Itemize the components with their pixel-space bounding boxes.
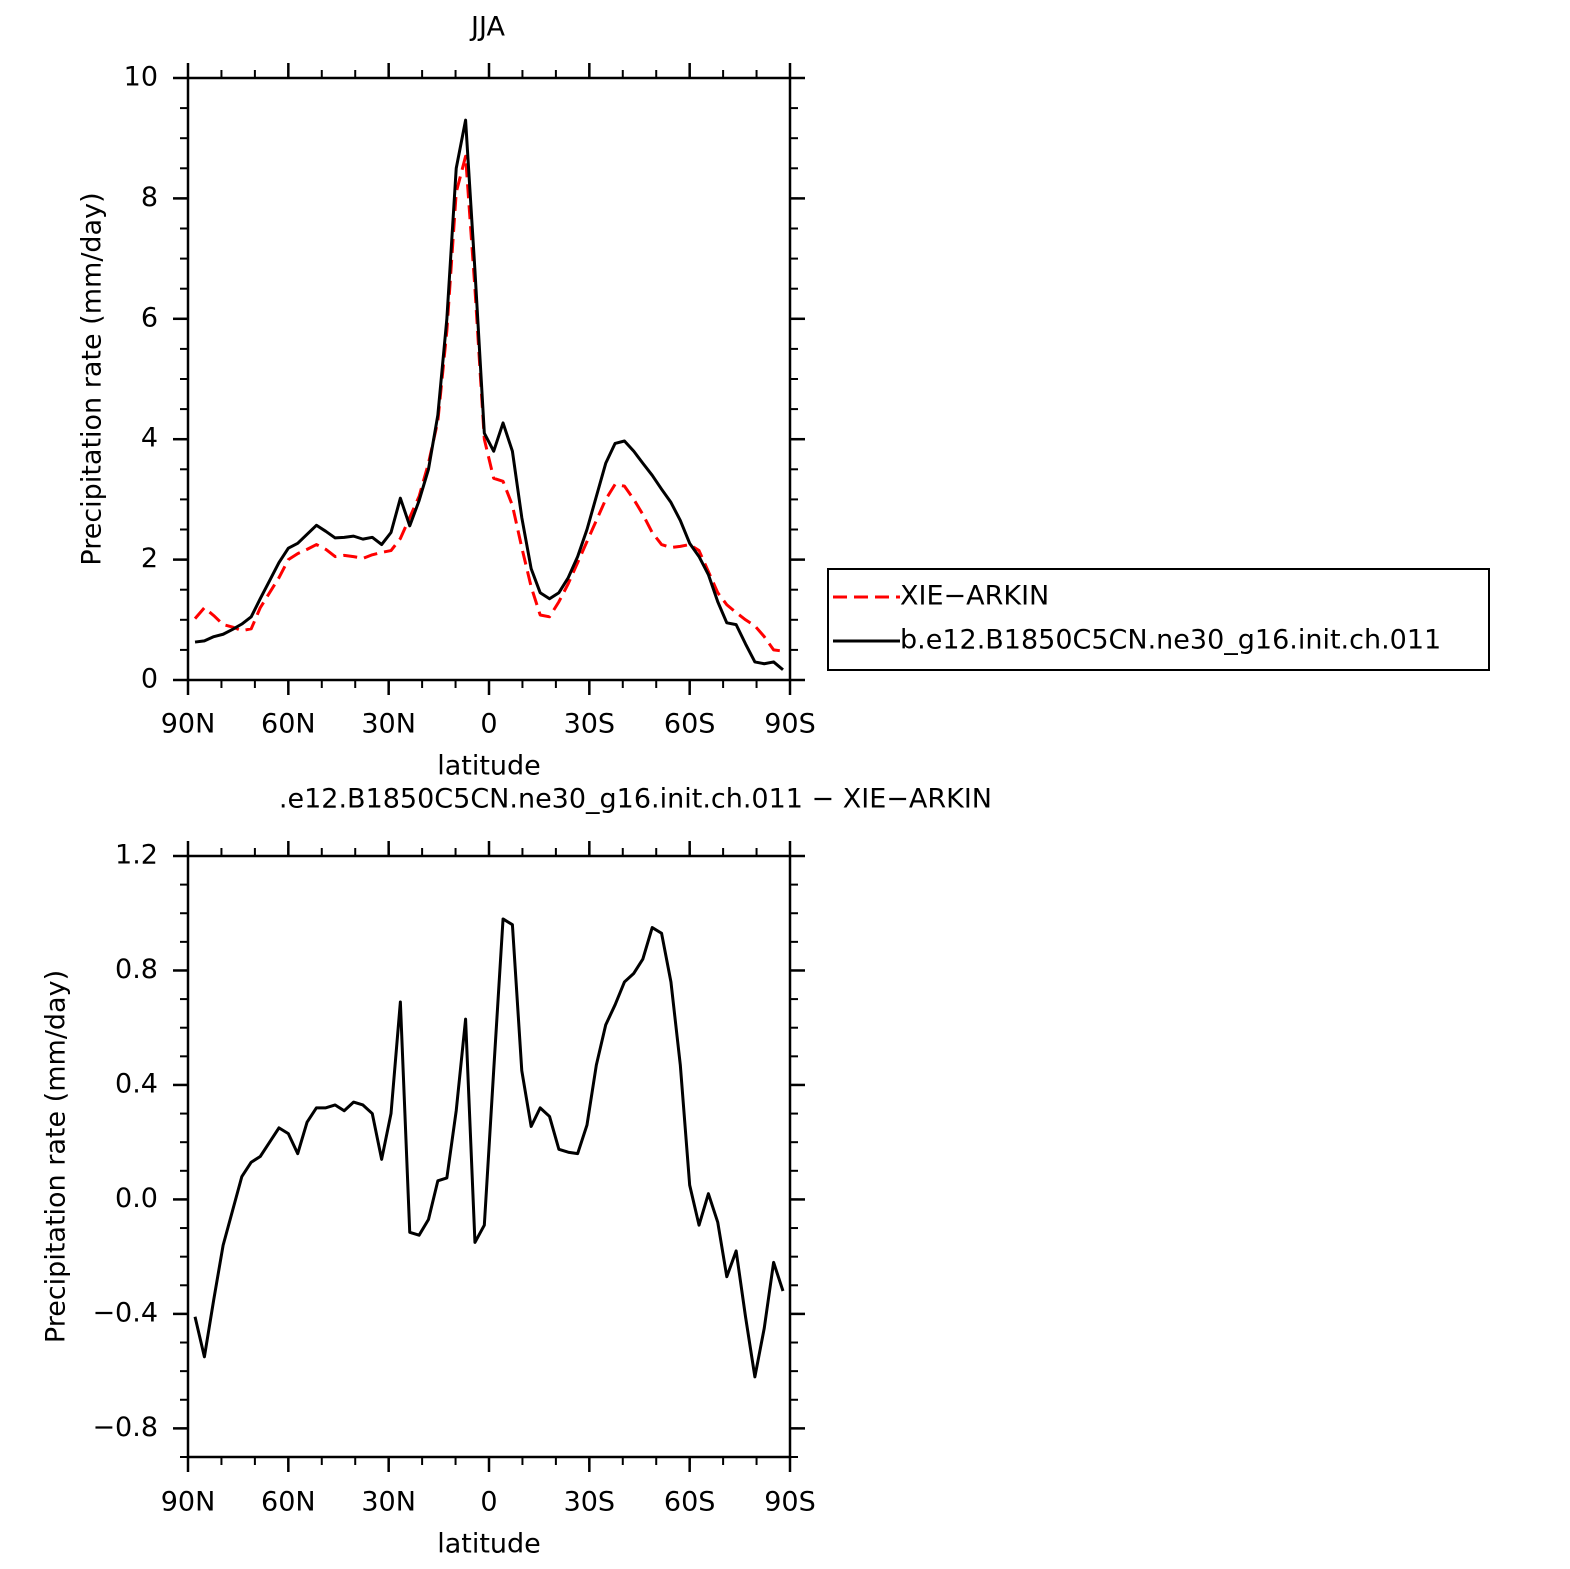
y-tick-label: 0.4 [115, 1068, 158, 1099]
y-tick-label: 2 [141, 543, 158, 574]
y-tick-label: 1.2 [115, 840, 158, 871]
data-line [193, 917, 785, 1379]
y-tick-label: 6 [141, 302, 158, 333]
y-tick-label: 10 [124, 62, 158, 93]
plot-frame [186, 76, 792, 682]
legend-box [827, 568, 1490, 671]
x-tick-label: 30S [564, 709, 616, 740]
x-axis-label: latitude [437, 751, 541, 782]
y-tick-label: −0.4 [92, 1297, 158, 1328]
x-tick-label: 90N [161, 709, 216, 740]
y-tick-label: 4 [141, 423, 158, 454]
x-tick-label: 90S [764, 1487, 816, 1518]
x-tick-label: 60N [261, 1487, 316, 1518]
y-axis-label: Precipitation rate (mm/day) [77, 192, 108, 565]
y-tick-label: 8 [141, 182, 158, 213]
legend-label: XIE−ARKIN [900, 581, 1049, 612]
x-tick-label: 60N [261, 709, 316, 740]
x-axis-label: latitude [437, 1529, 541, 1560]
x-tick-label: 0 [480, 709, 497, 740]
y-tick-label: 0.8 [115, 954, 158, 985]
x-tick-label: 0 [480, 1487, 497, 1518]
x-tick-label: 30S [564, 1487, 616, 1518]
plot-frame [186, 854, 792, 1459]
x-tick-label: 60S [664, 709, 716, 740]
chart-title: JJA [469, 12, 505, 43]
y-tick-label: 0 [141, 664, 158, 695]
x-tick-label: 90N [161, 1487, 216, 1518]
x-tick-label: 30N [361, 709, 416, 740]
y-tick-label: 0.0 [115, 1183, 158, 1214]
x-tick-label: 60S [664, 1487, 716, 1518]
chart-title: .e12.B1850C5CN.ne30_g16.init.ch.011 − XI… [279, 784, 992, 815]
legend-label: b.e12.B1850C5CN.ne30_g16.init.ch.011 [900, 625, 1441, 656]
x-tick-label: 30N [361, 1487, 416, 1518]
y-axis-label: Precipitation rate (mm/day) [41, 970, 72, 1343]
data-line [194, 118, 784, 671]
data-line [193, 154, 784, 653]
x-tick-label: 90S [764, 709, 816, 740]
y-tick-label: −0.8 [92, 1412, 158, 1443]
